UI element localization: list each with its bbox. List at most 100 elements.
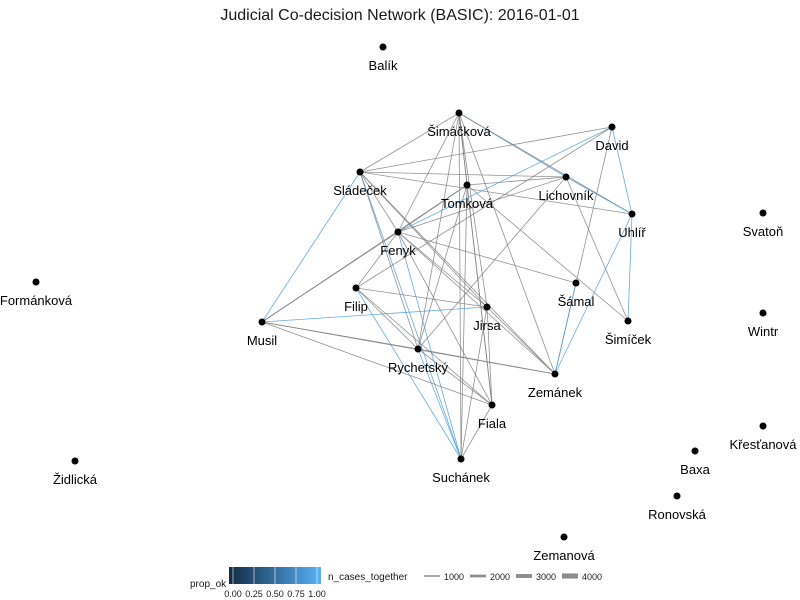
width-legend-entries: 1000 2000 3000 4000	[424, 572, 602, 582]
edge-samal-zemanek	[554, 282, 577, 375]
edge-simackova-rychetsky	[417, 112, 460, 350]
node-label: Balík	[369, 58, 398, 73]
node-point	[488, 401, 496, 409]
node-point	[624, 317, 632, 325]
node-point	[394, 228, 402, 236]
edge-simackova-suchanek	[458, 112, 462, 460]
edge-lichovnik-uhlir	[565, 176, 633, 215]
edge-fiala-suchanek	[460, 404, 493, 460]
chart-title: Judicial Co-decision Network (BASIC): 20…	[220, 7, 579, 24]
node-rychetsky: Rychetský	[388, 345, 448, 375]
edge-filip-rychetsky	[355, 287, 419, 350]
edge-musil-jirsa	[261, 306, 488, 323]
node-zemanek: Zemánek	[528, 370, 583, 400]
edge-simackova-zemanek	[458, 112, 556, 375]
node-samal: Šámal	[558, 279, 595, 309]
edge-sladecek-zemanek	[359, 171, 556, 375]
node-point	[71, 457, 79, 465]
node-wintr: Wintr	[748, 309, 779, 339]
node-label: Ronovská	[648, 507, 707, 522]
node-label: Lichovník	[539, 188, 594, 203]
width-legend-label: 4000	[582, 572, 602, 582]
node-point	[455, 109, 463, 117]
width-legend-title: n_cases_together	[328, 572, 408, 583]
edge-sladecek-uhlir	[359, 171, 633, 215]
node-point	[759, 309, 767, 317]
color-legend-tick-label: 1.00	[308, 589, 326, 599]
node-david: David	[595, 123, 629, 153]
node-zidlicka: Židlická	[53, 457, 98, 487]
node-point	[628, 210, 636, 218]
edge-sladecek-lichovnik	[359, 171, 567, 178]
node-point	[759, 209, 767, 217]
edge-fenyk-filip	[355, 231, 399, 289]
edges-layer	[261, 112, 633, 460]
edge-tomkova-lichovnik	[466, 176, 567, 186]
node-ronovska: Ronovská	[648, 492, 707, 522]
edge-sladecek-rychetsky	[359, 171, 419, 350]
node-balik: Balík	[369, 43, 398, 73]
node-label: Svatoň	[743, 224, 783, 239]
nodes-layer: Balík Šimáčková David Sládeček Tomková Lichov…	[0, 43, 797, 563]
node-point	[463, 181, 471, 189]
node-lichovnik: Lichovník	[539, 173, 594, 203]
edge-tomkova-simicek	[466, 184, 629, 322]
node-label: Fenyk	[380, 243, 416, 258]
edge-sladecek-suchanek	[359, 171, 462, 460]
node-label: Wintr	[748, 324, 779, 339]
edge-tomkova-fiala	[466, 184, 493, 406]
edge-filip-suchanek	[355, 287, 462, 460]
node-label: Křesťanová	[729, 437, 797, 452]
color-legend-tick-label: 0.25	[245, 589, 263, 599]
node-label: Tomková	[441, 196, 494, 211]
edge-uhlir-simicek	[627, 213, 633, 322]
node-label: David	[595, 138, 628, 153]
node-point	[356, 168, 364, 176]
edge-sladecek-david	[359, 126, 613, 173]
color-legend-tick-label: 0.00	[224, 589, 242, 599]
node-label: Fiala	[478, 416, 507, 431]
edge-musil-fiala	[261, 321, 493, 406]
color-legend-tick-label: 0.75	[287, 589, 305, 599]
edge-fenyk-samal	[397, 231, 577, 284]
width-legend-label: 1000	[444, 572, 464, 582]
edge-lichovnik-simicek	[565, 176, 629, 322]
node-filip: Filip	[344, 284, 368, 314]
edge-simackova-fenyk	[397, 112, 460, 233]
node-label: Rychetský	[388, 360, 448, 375]
node-svaton: Svatoň	[743, 209, 783, 239]
edge-rychetsky-suchanek	[417, 348, 462, 460]
edge-rychetsky-zemanek	[417, 348, 556, 375]
node-fenyk: Fenyk	[380, 228, 416, 258]
legend: prop_ok 0.00 0.25 0.50 0.75 1.00 n_cases_tog…	[190, 567, 602, 599]
node-zemanova: Zemanová	[533, 533, 595, 563]
edge-david-fenyk	[397, 126, 613, 233]
node-point	[572, 279, 580, 287]
node-point	[32, 278, 40, 286]
node-label: Šimáčková	[427, 124, 491, 139]
node-krestanova: Křesťanová	[729, 422, 797, 452]
node-sladecek: Sládeček	[333, 168, 387, 198]
edge-simackova-sladecek	[359, 112, 460, 173]
node-simackova: Šimáčková	[427, 109, 492, 139]
node-label: Šámal	[558, 294, 595, 309]
width-legend-label: 2000	[490, 572, 510, 582]
edge-filip-fiala	[355, 287, 493, 406]
edge-jirsa-zemanek	[486, 306, 556, 375]
edge-sladecek-fenyk	[359, 171, 399, 233]
node-point	[414, 345, 422, 353]
node-point	[483, 303, 491, 311]
edge-tomkova-suchanek	[460, 184, 468, 460]
node-simicek: Šimíček	[605, 317, 652, 347]
node-label: Formánková	[0, 293, 73, 308]
node-musil: Musil	[247, 318, 277, 348]
node-point	[608, 123, 616, 131]
node-formankova: Formánková	[0, 278, 73, 308]
width-legend-label: 3000	[536, 572, 556, 582]
color-legend-ticks: 0.00 0.25 0.50 0.75 1.00	[224, 567, 326, 599]
node-point	[379, 43, 387, 51]
edge-sladecek-musil	[261, 171, 361, 323]
edge-fenyk-zemanek	[397, 231, 556, 375]
node-jirsa: Jirsa	[473, 303, 501, 333]
edge-tomkova-fenyk	[397, 184, 468, 233]
